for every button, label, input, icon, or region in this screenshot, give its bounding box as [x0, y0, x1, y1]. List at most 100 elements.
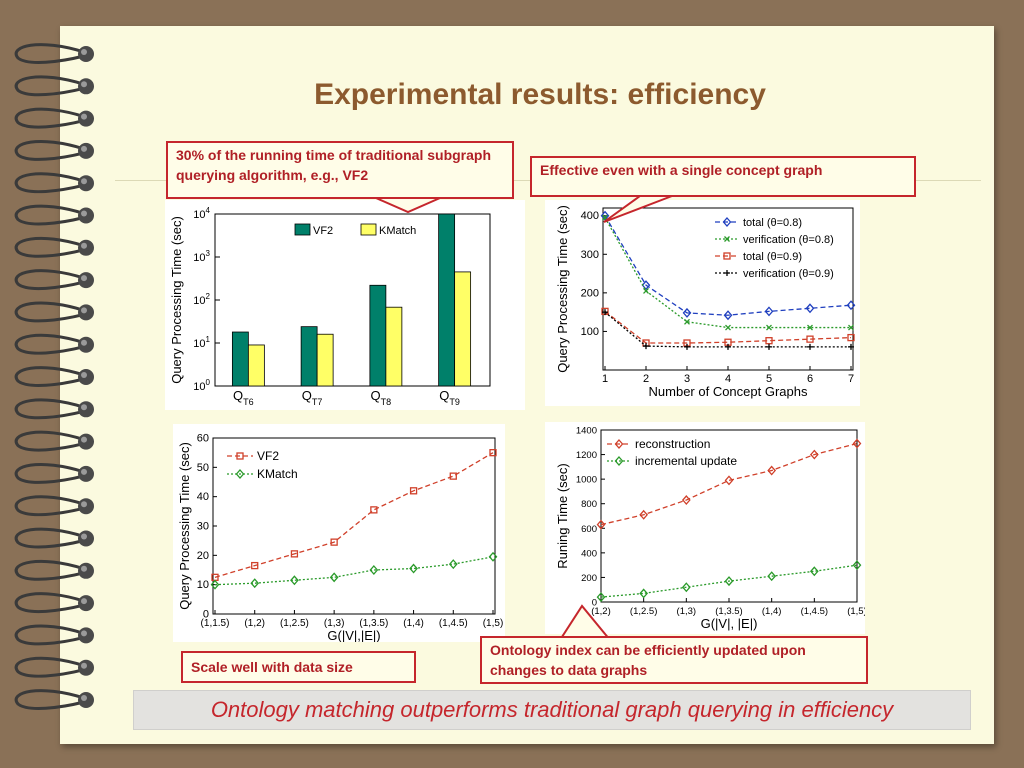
spiral-wire-icon: [14, 398, 85, 420]
spiral-wire-icon: [14, 140, 85, 161]
callout-scale: Scale well with data size: [181, 651, 416, 683]
data-point: [848, 343, 854, 350]
spiral-wire-icon: [14, 463, 85, 484]
legend-label: incremental update: [635, 454, 737, 468]
data-point: [409, 487, 418, 495]
data-point: [596, 592, 606, 603]
y-tick-label: 101: [193, 335, 210, 350]
series-line: [600, 442, 858, 526]
legend-label: KMatch: [257, 467, 298, 481]
data-point: [330, 538, 338, 546]
x-tick-label: QT6: [233, 388, 254, 407]
y-tick-label: 800: [581, 499, 597, 510]
spiral-wire-icon: [14, 75, 85, 97]
x-tick-label: (1,1.5): [201, 618, 230, 629]
x-tick-label: 2: [643, 373, 649, 385]
x-tick-label: 5: [766, 373, 772, 385]
data-point: [852, 560, 862, 571]
x-tick-label: (1,2): [591, 606, 611, 617]
data-point: [724, 576, 734, 587]
y-tick-label: 20: [197, 550, 209, 562]
x-tick-label: QT8: [371, 388, 392, 407]
spiral-highlight-icon: [81, 695, 87, 701]
spiral-wire-icon: [14, 559, 85, 581]
data-point: [236, 452, 244, 460]
bar: [300, 326, 318, 387]
callout-ontology-index: Ontology index can be efficiently update…: [480, 636, 868, 684]
spiral-highlight-icon: [81, 598, 87, 605]
legend-label: total (θ=0.9): [743, 251, 802, 263]
spiral-highlight-icon: [81, 630, 87, 637]
data-point: [449, 472, 457, 480]
y-tick-label: 200: [581, 573, 597, 584]
bar-chart-panel: 100 101 102 103 104 Query Processing Time (se…: [165, 200, 525, 410]
x-tick-label: (1,3): [324, 618, 345, 629]
y-tick-label: 0: [203, 609, 209, 621]
data-point: [723, 252, 731, 260]
data-point: [639, 588, 649, 599]
data-point: [681, 495, 691, 506]
plot-area: [212, 437, 496, 615]
y-tick-label: 30: [197, 521, 209, 533]
legend-swatch: [294, 223, 311, 236]
data-point: [847, 333, 855, 342]
spiral-highlight-icon: [81, 436, 87, 443]
slide-title: Experimental results: efficiency: [314, 78, 766, 111]
series-line: [600, 564, 858, 598]
concept-graphs-chart: 100 200 300 400 1 2 3 4 5 6 7 Number of Concept Gra…: [555, 205, 856, 399]
y-axis-label: Query Processing Time (sec): [169, 216, 184, 384]
data-point: [764, 306, 774, 317]
spiral-binding-icon: [14, 43, 94, 710]
data-point: [765, 337, 773, 345]
y-tick-label: 104: [193, 206, 210, 221]
y-tick-label: 200: [581, 287, 599, 299]
y-tick-label: 1400: [576, 426, 597, 437]
series-line: [214, 452, 494, 578]
data-point: [807, 343, 813, 350]
data-point: [643, 287, 649, 294]
y-axis-label: Query Processing Time (sec): [555, 205, 570, 373]
data-point: [809, 449, 819, 460]
y-axis-label: Runing Time (sec): [555, 463, 570, 568]
data-point: [805, 303, 815, 314]
x-tick-label: (1,2.5): [630, 606, 657, 617]
bar: [369, 284, 387, 387]
spiral-highlight-icon: [81, 113, 87, 120]
data-point: [329, 572, 339, 583]
x-tick-label: (1,3.5): [715, 606, 742, 617]
data-point: [448, 559, 458, 570]
data-point: [684, 343, 690, 350]
data-point: [641, 280, 651, 291]
spiral-wire-icon: [14, 430, 85, 452]
scalability-chart-panel: 0 10 20 30 40 50 60 (1,1.5) (1,2) (1,2.5) (1,3) (1,…: [173, 424, 505, 642]
spiral-highlight-icon: [81, 49, 87, 55]
y-tick-label: 60: [197, 433, 209, 445]
spiral-highlight-icon: [81, 372, 87, 378]
spiral-wire-icon: [14, 204, 85, 226]
data-point: [643, 343, 649, 350]
y-tick-label: 50: [197, 462, 209, 474]
data-point: [848, 324, 854, 331]
update-chart: 0 200 400 600 800 1000 1200 1400 (1,2) (1,2.5) (1,…: [555, 426, 865, 632]
data-point: [369, 565, 379, 575]
x-tick-label: 4: [725, 373, 731, 385]
x-tick-label: (1,4.5): [801, 606, 828, 617]
spiral-wire-icon: [14, 301, 85, 323]
legend-label: verification (θ=0.8): [743, 234, 834, 246]
x-tick-label: 6: [807, 373, 813, 385]
x-axis-label: G(|V|,|E|): [327, 628, 380, 642]
bar: [454, 271, 472, 387]
data-point: [370, 506, 378, 514]
data-point: [290, 550, 299, 558]
data-point: [235, 469, 245, 479]
x-tick-label: 7: [848, 373, 854, 385]
bar: [231, 331, 249, 387]
data-point: [806, 335, 814, 343]
spiral-highlight-icon: [81, 565, 87, 572]
x-tick-label: QT9: [439, 388, 460, 407]
data-point: [210, 579, 220, 590]
data-point: [251, 561, 259, 570]
data-point: [767, 465, 777, 476]
x-tick-label: (1,2): [244, 618, 265, 629]
series-line: [214, 556, 494, 586]
